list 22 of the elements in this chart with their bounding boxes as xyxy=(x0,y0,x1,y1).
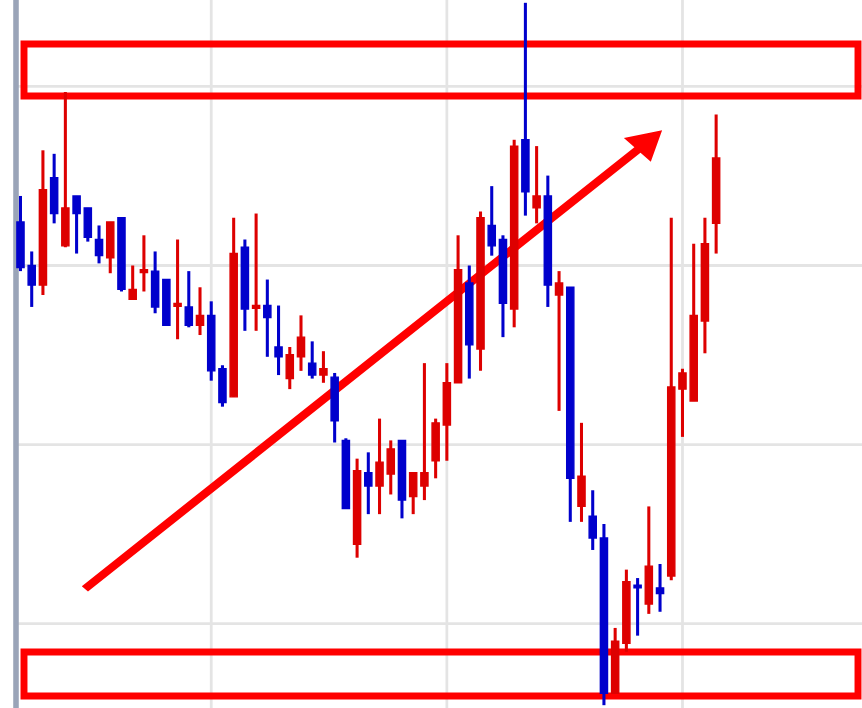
candlestick xyxy=(139,233,149,294)
candlestick xyxy=(195,285,205,337)
candlestick xyxy=(49,152,59,225)
candlestick xyxy=(173,237,182,341)
candlestick xyxy=(274,304,283,377)
candlestick xyxy=(577,421,586,524)
candlestick xyxy=(319,349,328,385)
candlestick xyxy=(251,211,261,333)
candlestick xyxy=(655,562,665,614)
candlestick xyxy=(644,504,654,616)
candlestick xyxy=(364,450,373,516)
candlestick xyxy=(263,278,272,359)
candlestick xyxy=(330,371,339,445)
candlestick xyxy=(61,90,70,249)
candlestick xyxy=(554,269,564,413)
candlestick xyxy=(532,144,541,225)
candlestick xyxy=(307,339,317,381)
candlestick xyxy=(184,269,194,329)
candlestick xyxy=(633,576,642,638)
candlestick xyxy=(105,220,115,275)
candlestick xyxy=(94,223,104,265)
candlestick xyxy=(128,263,137,301)
